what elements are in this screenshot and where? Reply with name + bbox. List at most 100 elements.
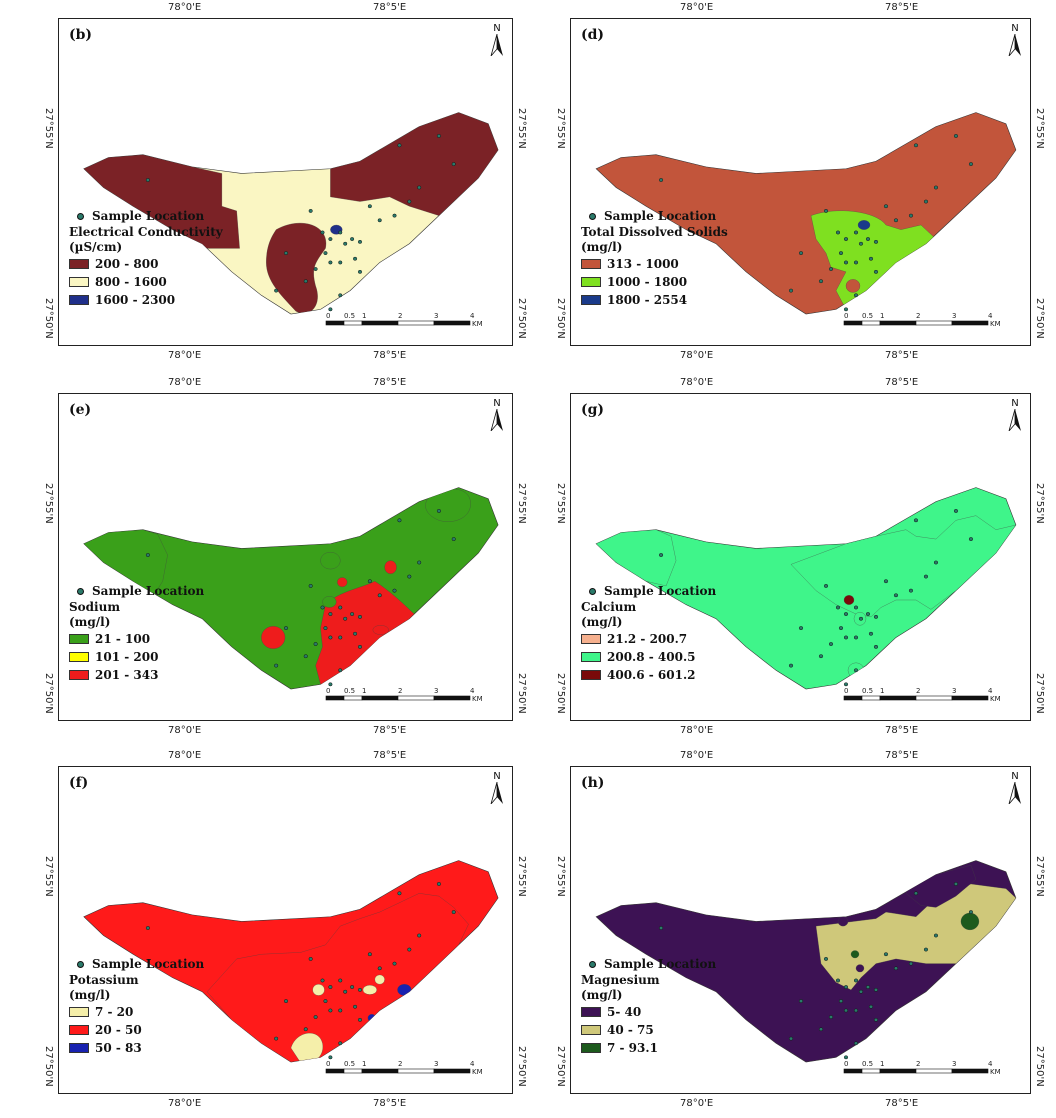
zone-8 (372, 625, 389, 635)
sample-point (953, 509, 958, 513)
sample-location-label: Sample Location (604, 583, 717, 598)
lat-label-top-left: 27°55'N (43, 108, 54, 149)
scale-bar: 0 0.5 1 2 3 4 KM (324, 1057, 514, 1091)
scale-tick-label: 2 (916, 312, 920, 320)
sample-point (283, 999, 289, 1004)
lon-label-left: 78°0'E (680, 2, 714, 13)
sample-point (397, 891, 402, 896)
lon-label-right-bottom: 78°5'E (885, 350, 919, 361)
study-area-map (595, 860, 1017, 1063)
panel-label: (b) (69, 27, 93, 43)
legend-title: Sodium (69, 600, 121, 614)
sample-location-label: Sample Location (92, 583, 205, 598)
sample-point (303, 1027, 308, 1032)
sample-point (353, 1004, 358, 1009)
scale-bar: 0 0.5 1 2 3 4 KM (324, 309, 514, 343)
scale-tick-label: 0.5 (344, 687, 355, 695)
sample-point (788, 288, 794, 293)
lat-label-bottom-right: 27°50'N (1034, 1046, 1045, 1087)
zone-4 (322, 596, 337, 608)
scale-segment (361, 320, 399, 326)
sample-point (313, 1015, 318, 1019)
sample-point (828, 1015, 834, 1019)
legend-unit: (mg/l) (581, 240, 623, 254)
sample-point (328, 307, 333, 312)
legend-unit: (mg/l) (581, 988, 623, 1002)
sample-location-label: Sample Location (92, 208, 205, 223)
sample-point (353, 256, 358, 261)
lat-label-top-right: 27°55'N (516, 856, 527, 897)
legend-range: 7 - 93.1 (607, 1040, 658, 1055)
lat-label-top-right: 27°55'N (1034, 108, 1045, 149)
sample-point (367, 952, 372, 957)
sample-point (823, 584, 829, 588)
lat-label-top-right: 27°55'N (1034, 483, 1045, 524)
legend-swatch (69, 1025, 89, 1035)
legend-class-1: 101 - 200 (69, 648, 204, 666)
lon-label-right-bottom: 78°5'E (373, 350, 407, 361)
scale-tick-label: 4 (988, 312, 993, 320)
panel-label: (d) (581, 27, 605, 43)
sample-point (873, 987, 879, 992)
legend-class-0: 5- 40 (581, 1003, 716, 1021)
sample-point (933, 933, 939, 938)
scale-segment (397, 320, 435, 326)
sample-location-icon (77, 587, 84, 595)
scale-segment (879, 1068, 917, 1074)
scale-tick-label: 3 (952, 312, 956, 320)
map-panel-d: 78°0'E 78°5'E 78°0'E 78°5'E 27°55'N 27°50'N 27… (540, 0, 1056, 370)
north-arrow-icon (490, 408, 503, 432)
sample-location-icon (589, 960, 596, 968)
map-panel-g: 78°0'E 78°5'E 78°0'E 78°5'E 27°55'N 27°50'N 27… (540, 375, 1056, 745)
lon-label-right-bottom: 78°5'E (373, 725, 407, 736)
scale-segment (343, 695, 363, 701)
legend-swatch (69, 652, 89, 662)
lon-label-left-bottom: 78°0'E (168, 1098, 202, 1109)
sample-point (283, 251, 289, 256)
sample-point (274, 663, 279, 668)
scale-segment (361, 1068, 399, 1074)
map-frame: (d) N Sample Location Total Dissolved Solid… (570, 18, 1031, 346)
sample-point (407, 199, 412, 204)
sample-point (893, 218, 899, 223)
scale-tick-label: 1 (880, 687, 884, 695)
lat-label-bottom-left: 27°50'N (43, 298, 54, 339)
sample-point (818, 1027, 824, 1032)
base-zone (595, 860, 1017, 1063)
sample-point (953, 134, 958, 138)
scale-tick-label: 4 (470, 1060, 475, 1068)
scale-segment (861, 695, 881, 701)
legend: Sample Location Sodium (mg/l) 21 - 100 101 -… (69, 582, 204, 684)
legend-range: 1000 - 1800 (607, 274, 688, 289)
scale-tick-label: 3 (434, 312, 438, 320)
north-label: N (493, 398, 501, 409)
scale-tick-label: 0 (844, 312, 848, 320)
lat-label-bottom-right: 27°50'N (1034, 673, 1045, 714)
zone-3 (837, 916, 849, 927)
legend-sample-row: Sample Location (69, 955, 204, 973)
scale-tick-label: 4 (988, 687, 993, 695)
sample-point (417, 560, 422, 565)
sample-point (923, 947, 929, 952)
study-area-map (595, 112, 1017, 315)
legend-range: 200.8 - 400.5 (607, 649, 696, 664)
sample-point (853, 293, 859, 298)
sample-point (853, 230, 859, 235)
scale-tick-label: 1 (362, 687, 366, 695)
sample-point (313, 267, 318, 271)
panel-label: (g) (581, 402, 605, 418)
sample-point (323, 999, 328, 1004)
scale-unit: KM (990, 320, 1001, 328)
study-area-map (595, 487, 1017, 690)
zone-5 (384, 560, 397, 574)
scale-tick-label: 4 (470, 687, 475, 695)
scale-tick-label: 2 (916, 1060, 920, 1068)
lon-label-right-bottom: 78°5'E (885, 1098, 919, 1109)
sample-location-icon (589, 587, 596, 595)
sample-point (274, 1036, 279, 1041)
legend-sample-row: Sample Location (69, 582, 204, 600)
sample-point (893, 966, 899, 971)
lat-label-bottom-right: 27°50'N (516, 673, 527, 714)
sample-point (145, 178, 150, 182)
sample-point (338, 1008, 343, 1013)
